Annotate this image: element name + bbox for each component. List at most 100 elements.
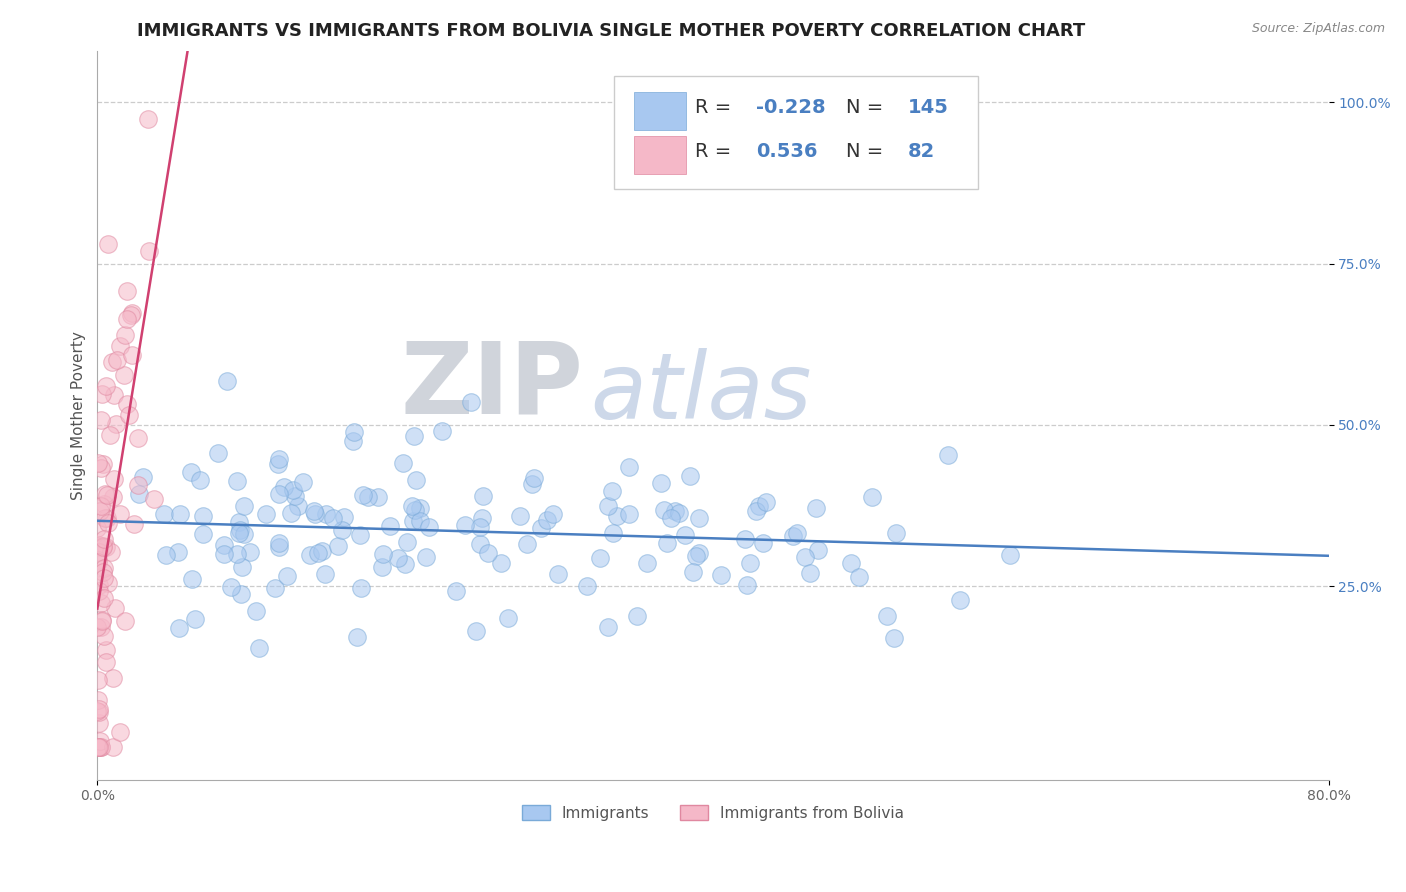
- Point: [112, 368, 135, 382]
- Point: [804, 500, 827, 515]
- Point: [617, 460, 640, 475]
- Point: [225, 474, 247, 488]
- FancyBboxPatch shape: [634, 92, 686, 130]
- Point: [93, 571, 115, 585]
- Point: [734, 533, 756, 547]
- Point: [509, 508, 531, 523]
- Point: [184, 612, 207, 626]
- Point: [105, 352, 128, 367]
- Point: [530, 521, 553, 535]
- Point: [269, 541, 291, 555]
- Point: [90, 597, 112, 611]
- Point: [101, 740, 124, 755]
- Point: [472, 489, 495, 503]
- Point: [110, 725, 132, 739]
- Point: [114, 328, 136, 343]
- Point: [86, 620, 108, 634]
- Point: [104, 601, 127, 615]
- Point: [735, 578, 758, 592]
- Point: [247, 640, 270, 655]
- Point: [326, 539, 349, 553]
- Point: [883, 631, 905, 645]
- Point: [415, 549, 437, 564]
- Point: [96, 510, 118, 524]
- Point: [287, 499, 309, 513]
- Point: [110, 339, 132, 353]
- Point: [228, 515, 250, 529]
- Point: [380, 519, 402, 533]
- Point: [193, 527, 215, 541]
- Point: [606, 509, 628, 524]
- Point: [418, 520, 440, 534]
- Point: [115, 284, 138, 298]
- Point: [547, 567, 569, 582]
- Point: [489, 557, 512, 571]
- Text: atlas: atlas: [591, 348, 811, 438]
- Point: [598, 499, 620, 513]
- Point: [89, 578, 111, 592]
- Point: [127, 478, 149, 492]
- Point: [523, 471, 546, 485]
- Point: [118, 408, 141, 422]
- FancyBboxPatch shape: [634, 136, 686, 174]
- Point: [96, 378, 118, 392]
- Point: [322, 511, 344, 525]
- Point: [799, 566, 821, 581]
- Point: [229, 523, 252, 537]
- Point: [212, 547, 235, 561]
- Point: [90, 613, 112, 627]
- Point: [280, 506, 302, 520]
- Point: [219, 580, 242, 594]
- Point: [710, 567, 733, 582]
- Point: [86, 740, 108, 755]
- Point: [267, 487, 290, 501]
- Point: [352, 488, 374, 502]
- Point: [101, 671, 124, 685]
- Point: [87, 673, 110, 687]
- Point: [652, 503, 675, 517]
- Point: [97, 576, 120, 591]
- Point: [181, 573, 204, 587]
- Point: [87, 540, 110, 554]
- Point: [786, 526, 808, 541]
- Text: Source: ZipAtlas.com: Source: ZipAtlas.com: [1251, 22, 1385, 36]
- Point: [276, 569, 298, 583]
- Point: [465, 624, 488, 638]
- Point: [349, 581, 371, 595]
- Point: [132, 470, 155, 484]
- Point: [87, 740, 110, 755]
- Point: [212, 538, 235, 552]
- Point: [402, 429, 425, 443]
- Point: [87, 583, 110, 598]
- Point: [153, 507, 176, 521]
- Text: N =: N =: [846, 98, 890, 117]
- Point: [93, 510, 115, 524]
- Point: [371, 560, 394, 574]
- Point: [90, 460, 112, 475]
- Point: [284, 489, 307, 503]
- Point: [839, 557, 862, 571]
- Point: [90, 740, 112, 755]
- Point: [90, 614, 112, 628]
- Point: [292, 475, 315, 490]
- Point: [387, 550, 409, 565]
- Text: R =: R =: [695, 98, 737, 117]
- Point: [96, 488, 118, 502]
- Point: [169, 507, 191, 521]
- Point: [402, 514, 425, 528]
- Point: [215, 374, 238, 388]
- Text: 145: 145: [907, 98, 949, 117]
- Point: [115, 312, 138, 326]
- Point: [343, 425, 366, 440]
- Point: [86, 704, 108, 718]
- Point: [94, 540, 117, 554]
- Point: [679, 469, 702, 483]
- Point: [477, 546, 499, 560]
- Point: [98, 428, 121, 442]
- Point: [371, 548, 394, 562]
- Point: [668, 506, 690, 520]
- Point: [637, 556, 659, 570]
- Point: [86, 521, 108, 535]
- Point: [936, 448, 959, 462]
- Point: [103, 490, 125, 504]
